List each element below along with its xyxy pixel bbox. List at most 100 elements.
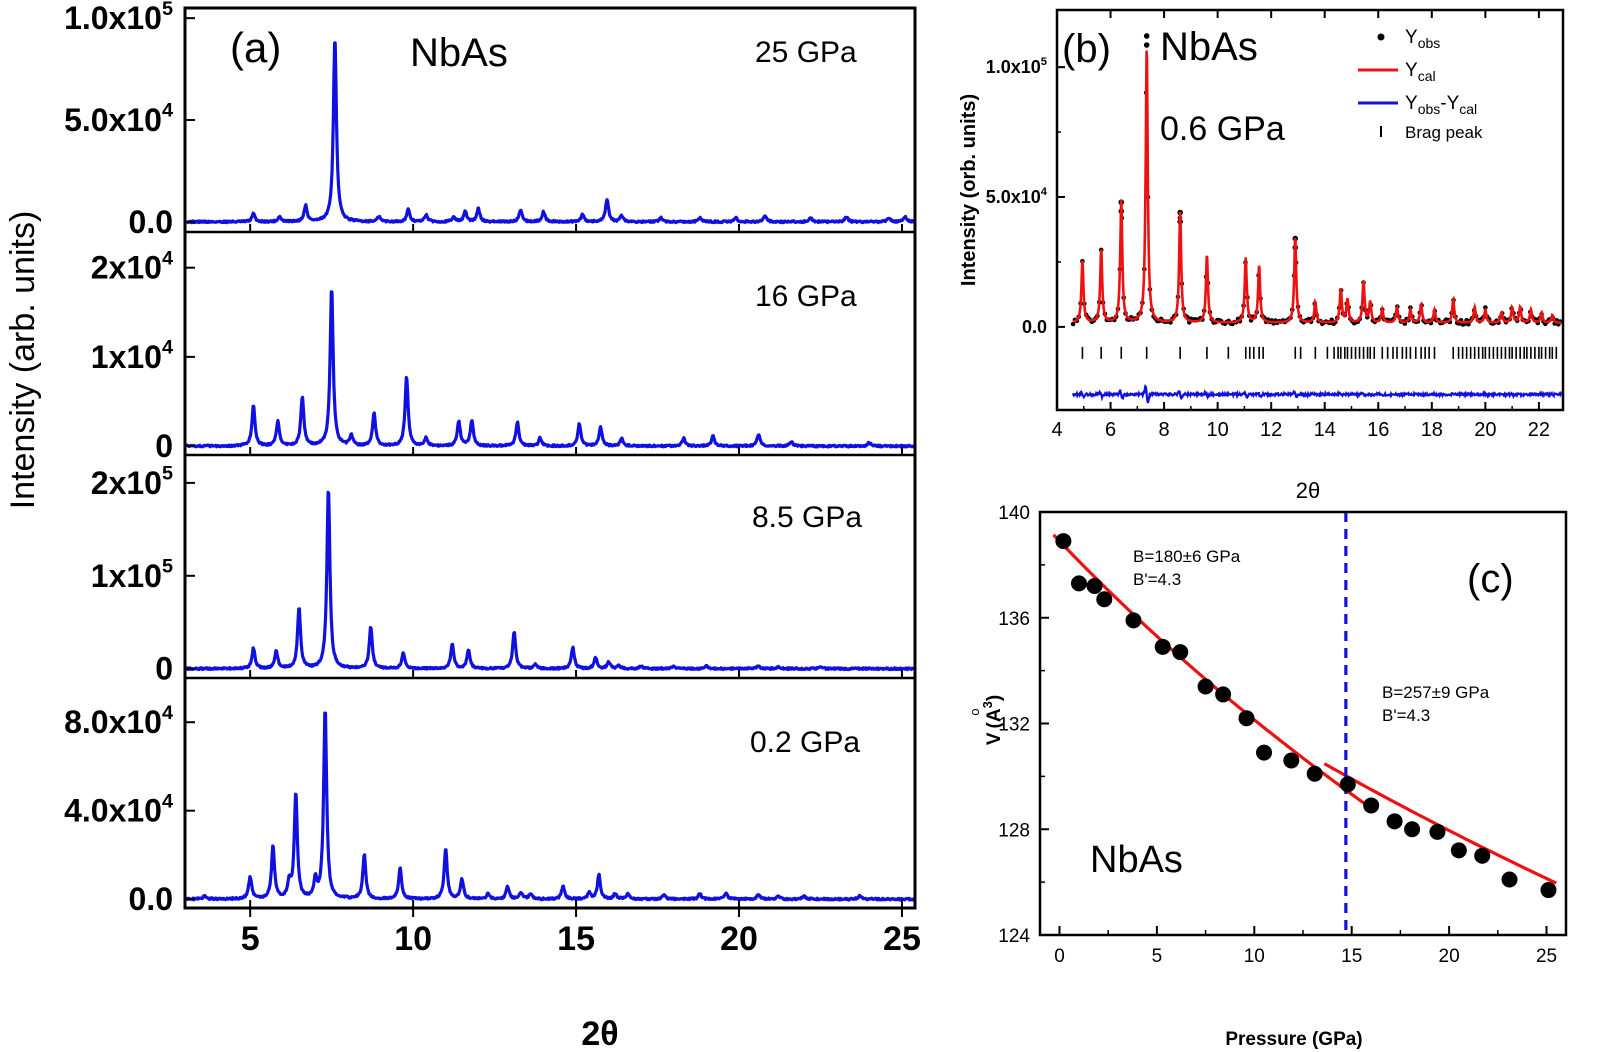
panel-a-frame <box>183 6 917 910</box>
y-tick-label: 4.0x104 <box>64 790 173 828</box>
x-tick-label: 25 <box>883 920 921 958</box>
x-tick-label: 10 <box>394 920 432 958</box>
x-tick-label: 4 <box>1051 419 1062 441</box>
panel-b-y-axis-title: Intensity (orb. units) <box>958 94 980 286</box>
panel-c-label: (c) <box>1467 557 1514 601</box>
volume-data-point <box>1339 776 1356 793</box>
volume-data-point <box>1283 752 1300 769</box>
volume-data-point <box>1540 882 1557 899</box>
legend-bragg-label: Brag peak <box>1405 123 1483 142</box>
panel-a-subplot-8-5gpa: 0 1x105 2x105 <box>91 453 916 687</box>
y-tick-label: 2x104 <box>91 247 173 285</box>
legend-cal-label: Ycal <box>1405 60 1436 84</box>
x-tick-label: 20 <box>1439 946 1460 967</box>
bragg-markers <box>1081 346 1558 359</box>
panel-a-pressure-25: 25 GPa <box>755 36 857 69</box>
panel-b-label: (b) <box>1062 27 1111 71</box>
y-tick-label: 0.0 <box>1022 317 1047 337</box>
y-tick-label: 8.0x104 <box>64 702 173 740</box>
y-tick-label: 5.0x104 <box>64 100 173 138</box>
y-tick-label: 2x105 <box>91 462 173 500</box>
panel-a-xrd-stack: 0.0 5.0x104 1.0x105 0 1x104 2x104 0 1x105 2x10… <box>4 0 921 1052</box>
x-tick-label: 15 <box>557 920 595 958</box>
panel-c-annotation-high-bprime: B'=4.3 <box>1382 706 1430 725</box>
y-tick-label: 1x104 <box>91 336 173 374</box>
y-tick-label: 1.0x105 <box>986 56 1047 77</box>
panel-c-axes: 0 5 10 15 20 25 124 128 132 136 140 <box>998 503 1557 967</box>
x-tick-label: 5 <box>241 920 260 958</box>
volume-data-point <box>1086 578 1103 595</box>
panel-b-frame <box>1055 8 1565 412</box>
panel-c-plot-area <box>1052 512 1557 935</box>
legend-obs-label: Yobs <box>1405 27 1440 51</box>
y-tick-label: 128 <box>998 820 1030 841</box>
y-tick-label: 1x105 <box>91 555 173 593</box>
panel-c-y-axis-title: V(A3) o <box>967 695 1005 745</box>
panel-a-x-axis: 5 10 15 20 25 <box>241 908 921 958</box>
panel-c-sample-label: NbAs <box>1090 839 1183 881</box>
volume-data-point <box>1429 823 1446 840</box>
panel-b-pressure-label: 0.6 GPa <box>1160 110 1285 148</box>
panel-c-equation-of-state: 0 5 10 15 20 25 124 128 132 136 140 (c) NbAs B=180… <box>967 503 1568 1050</box>
eos-fit-low-pressure-line <box>1052 533 1377 813</box>
xrd-pattern-line <box>185 290 916 449</box>
calculated-profile-line <box>1072 50 1562 324</box>
panel-b-sample-label: NbAs <box>1160 25 1258 69</box>
volume-data-point <box>1363 797 1380 814</box>
panel-a-sample-label: NbAs <box>410 31 508 75</box>
y-tick-label: 136 <box>998 609 1030 630</box>
x-tick-label: 0 <box>1054 946 1065 967</box>
panel-a-subplot-16gpa: 0 1x104 2x104 <box>91 230 916 464</box>
x-tick-label: 25 <box>1536 946 1557 967</box>
panel-c-annotation-low-b: B=180±6 GPa <box>1133 547 1241 566</box>
y-tick-label: 0.0 <box>129 204 173 240</box>
volume-data-point <box>1096 591 1113 608</box>
volume-data-point <box>1450 842 1467 859</box>
xrd-pattern-line <box>185 490 916 672</box>
svg-text:o: o <box>967 708 982 715</box>
panel-c-annotation-high-b: B=257±9 GPa <box>1382 683 1490 702</box>
difference-curve-line <box>1072 384 1563 404</box>
volume-data-point <box>1154 638 1171 655</box>
x-tick-label: 18 <box>1421 419 1443 441</box>
panel-a-x-axis-title: 2θ <box>581 1015 618 1052</box>
volume-data-point <box>1197 678 1214 695</box>
xrd-pattern-line <box>185 41 917 225</box>
volume-data-point <box>1404 821 1421 838</box>
volume-data-point <box>1386 813 1403 830</box>
panel-c-annotation-low-bprime: B'=4.3 <box>1133 570 1181 589</box>
panel-b-x-axis-title: 2θ <box>1296 478 1320 503</box>
volume-data-point <box>1238 710 1255 727</box>
panel-b-plot-area <box>1070 33 1563 404</box>
x-tick-label: 15 <box>1341 946 1362 967</box>
panel-a-pressure-16: 16 GPa <box>755 280 857 313</box>
y-tick-label: 0 <box>155 428 173 464</box>
panel-a-pressure-8-5: 8.5 GPa <box>752 501 862 534</box>
x-tick-label: 6 <box>1105 419 1116 441</box>
y-tick-label: 132 <box>998 715 1030 736</box>
x-tick-label: 22 <box>1528 419 1550 441</box>
panel-b-rietveld-fit: 4 6 8 10 12 14 16 18 20 22 0.0 5.0x104 1.0x105 (b) N… <box>958 8 1565 503</box>
x-tick-label: 10 <box>1244 946 1265 967</box>
y-tick-label: 0.0 <box>129 881 173 917</box>
volume-data-point <box>1501 871 1518 888</box>
y-tick-label: 0 <box>155 651 173 687</box>
panel-a-pressure-0-2: 0.2 GPa <box>750 726 860 759</box>
observed-point <box>1143 33 1150 39</box>
panel-a-subplot-25gpa: 0.0 5.0x104 1.0x105 <box>64 0 917 240</box>
y-tick-label: 140 <box>998 503 1030 524</box>
observed-point <box>1070 321 1076 327</box>
volume-data-point <box>1256 744 1273 761</box>
y-tick-label: 124 <box>998 926 1030 947</box>
y-tick-label: 5.0x104 <box>986 186 1048 207</box>
volume-data-point <box>1215 686 1232 703</box>
panel-a-y-axis-title: Intensity (arb. units) <box>4 211 42 510</box>
volume-data-point <box>1172 644 1189 661</box>
svg-text:V(A3): V(A3) <box>980 695 1005 745</box>
x-tick-label: 14 <box>1314 419 1336 441</box>
volume-data-point <box>1474 847 1491 864</box>
observed-point <box>1143 42 1150 48</box>
volume-data-point <box>1306 765 1323 782</box>
x-tick-label: 5 <box>1152 946 1163 967</box>
